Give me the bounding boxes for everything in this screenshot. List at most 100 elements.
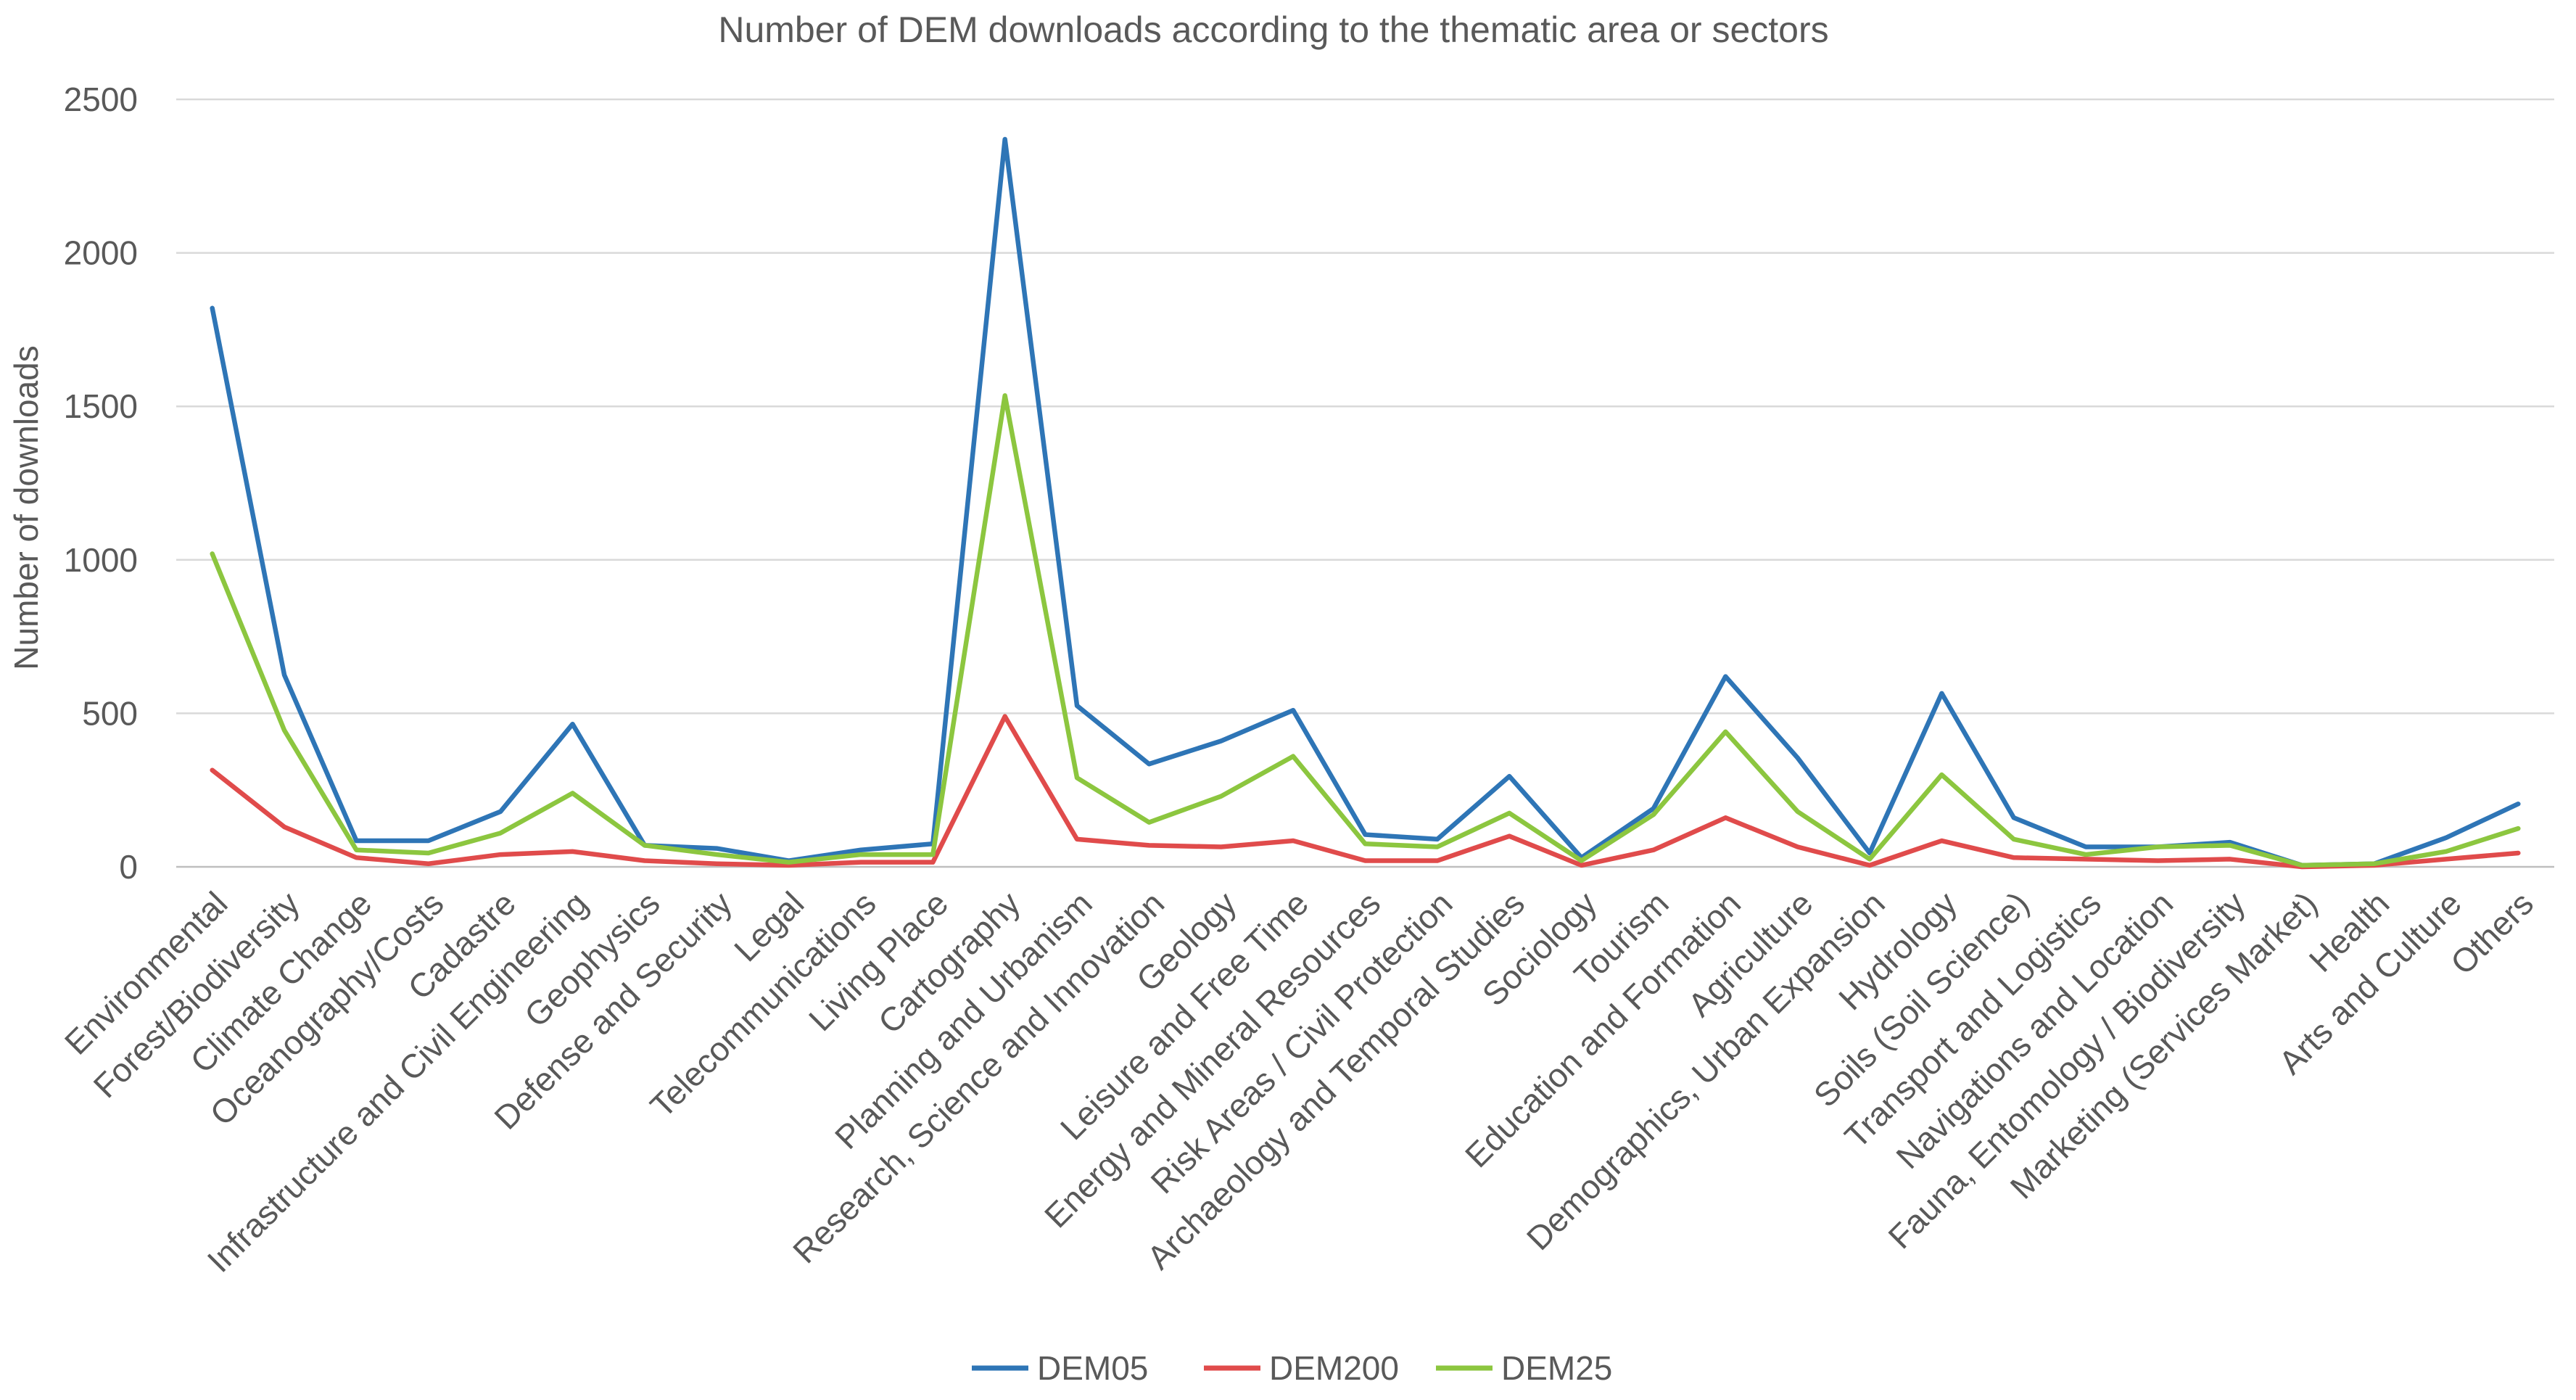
series-dem200 [210,714,2521,870]
data-point [2084,852,2088,857]
data-point [354,855,358,860]
series-dem05 [210,136,2521,868]
data-point [1219,794,1223,799]
data-point [1147,762,1151,766]
legend-label: DEM25 [1501,1349,1612,1387]
series-line-dem200 [210,714,2521,870]
data-point [2372,862,2377,866]
data-point [2444,849,2448,854]
data-point [1867,863,1872,868]
data-point [2156,859,2160,863]
data-point [282,673,286,678]
data-point [2156,844,2160,849]
data-point [1723,675,1727,679]
data-point [571,722,575,726]
data-point [1003,715,1007,719]
data-point [1796,844,1800,849]
data-point [571,791,575,795]
data-point [1291,708,1295,712]
data-point [930,860,935,865]
data-point [571,849,575,854]
data-point [1939,691,1944,696]
y-tick-label: 2000 [64,234,138,272]
data-point [1796,810,1800,814]
data-point [1507,834,1511,839]
x-tick-label: Others [2443,884,2540,981]
data-point [2012,815,2016,820]
data-point [210,768,215,773]
y-tick-label: 0 [119,848,138,886]
chart-title: Number of DEM downloads according to the… [718,9,1828,50]
series-dem25 [210,393,2521,868]
data-point [426,851,431,855]
data-point [1435,859,1440,863]
data-point [210,306,215,310]
data-point [2300,863,2304,868]
data-point [1003,393,1007,398]
data-point [714,847,719,851]
data-point [1075,837,1079,841]
data-point [498,852,503,857]
data-point [1507,811,1511,815]
data-point [354,848,358,852]
data-point [1147,820,1151,825]
y-axis-label: Number of downloads [7,345,45,670]
legend-item-dem25: DEM25 [1436,1349,1612,1387]
data-point [282,825,286,829]
data-point [1147,843,1151,847]
data-point [1291,754,1295,759]
data-point [1363,841,1368,846]
data-point [1075,704,1079,708]
data-point [498,810,503,814]
data-point [859,860,863,865]
data-point [1723,730,1727,734]
data-point [1003,137,1007,141]
data-point [643,843,647,847]
y-tick-label: 1500 [64,387,138,425]
data-point [2516,826,2520,831]
data-point [1219,738,1223,743]
data-point [282,728,286,733]
data-point [2444,836,2448,840]
data-point [1435,837,1440,841]
data-point [1651,848,1656,852]
legend-item-dem200: DEM200 [1204,1349,1399,1387]
data-point [1363,859,1368,863]
data-point [1723,815,1727,820]
data-point [1075,775,1079,780]
data-point [714,852,719,857]
data-point [2516,802,2520,806]
data-point [1651,812,1656,817]
data-point [859,852,863,857]
data-point [930,852,935,857]
data-point [426,862,431,866]
x-axis-ticks: EnvironmentalForest/BiodiversityClimate … [57,884,2540,1280]
data-point [1867,857,1872,861]
data-point [1939,839,1944,843]
legend-label: DEM200 [1269,1349,1399,1387]
data-point [354,839,358,843]
series-line-dem25 [210,393,2521,868]
data-point [2084,857,2088,861]
data-point [2444,857,2448,861]
data-point [787,860,791,865]
data-point [426,839,431,843]
data-point [1291,839,1295,843]
data-point [2012,855,2016,860]
data-point [1580,863,1584,868]
data-point [1435,844,1440,849]
data-point [2228,857,2232,861]
series-line-dem05 [210,136,2521,868]
y-tick-label: 2500 [64,81,138,118]
data-point [2228,843,2232,847]
data-point [1219,844,1223,849]
data-point [2516,851,2520,855]
data-point [859,848,863,852]
data-point [1939,773,1944,777]
data-point [714,862,719,866]
legend-item-dem05: DEM05 [972,1349,1148,1387]
data-point [1796,756,1800,760]
data-point [210,551,215,556]
